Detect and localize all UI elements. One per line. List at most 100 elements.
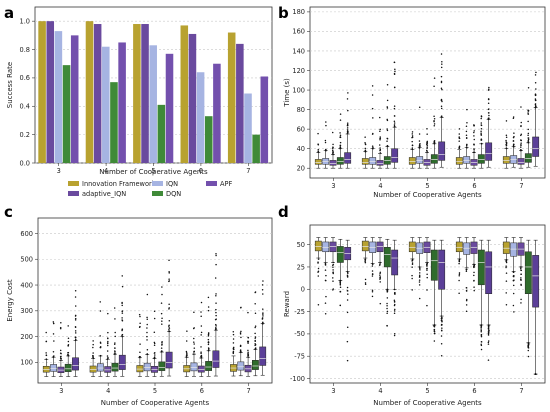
outlier-point [473, 148, 475, 150]
outlier-point [393, 299, 396, 301]
box [383, 84, 391, 169]
x-tick-label: 4 [104, 167, 108, 175]
legend: Innovation Framework adaptive_IQN IQN DQN AP… [68, 180, 232, 198]
outlier-point [364, 147, 367, 150]
outlier-point [139, 315, 141, 318]
box [524, 87, 532, 168]
outlier-point [535, 88, 537, 90]
outlier-point [67, 325, 69, 327]
outlier-point [346, 299, 349, 301]
outlier-point [520, 139, 522, 141]
outlier-point [393, 124, 396, 126]
box [369, 85, 377, 169]
outlier-point [379, 276, 381, 278]
outlier-point [232, 351, 235, 354]
outlier-point [473, 279, 475, 282]
x-tick-label: 5 [425, 182, 429, 190]
outlier-point [419, 267, 421, 270]
panel-d: d -100 -75 -50 -25 0 25 50 Reward Number of Coope… [278, 203, 546, 407]
panel-a: a 0.0 0.2 0.4 0.6 0.8 1.0 Success Rate Number of… [4, 4, 273, 198]
outlier-point [92, 343, 94, 346]
outlier-point [426, 150, 428, 152]
outlier-point [458, 133, 461, 135]
outlier-point [535, 71, 537, 74]
x-tick-label: 4 [378, 182, 382, 190]
outlier-point [364, 261, 367, 264]
outlier-point [505, 292, 507, 294]
outlier-point [480, 329, 482, 332]
outlier-point [153, 317, 156, 320]
box [259, 280, 267, 376]
outlier-point [520, 273, 522, 276]
outlier-point [45, 340, 48, 343]
outlier-point [426, 267, 428, 270]
outlier-point [527, 355, 530, 358]
box [502, 120, 510, 169]
outlier-point [378, 116, 381, 119]
x-tick-label: 3 [331, 182, 335, 190]
outlier-point [512, 145, 515, 148]
outlier-point [185, 356, 188, 358]
outlier-point [138, 326, 141, 328]
outlier-point [247, 340, 250, 343]
legend-entry: APF [220, 180, 232, 188]
box [383, 238, 391, 327]
outlier-point [426, 141, 428, 144]
outlier-point [214, 318, 217, 321]
outlier-point [520, 284, 522, 286]
box [532, 239, 540, 375]
outlier-point [192, 327, 195, 330]
outlier-point [364, 283, 367, 285]
outlier-point [465, 136, 468, 139]
outlier-point [393, 72, 396, 75]
outlier-point [418, 143, 421, 145]
outlier-point [433, 119, 435, 122]
bar [252, 134, 260, 163]
outlier-point [114, 342, 116, 344]
outlier-point [200, 356, 203, 359]
outlier-point [325, 295, 327, 298]
outlier-point [433, 340, 436, 342]
outlier-point [324, 313, 327, 315]
outlier-point [505, 259, 507, 261]
outlier-point [193, 343, 195, 345]
outlier-point [480, 333, 483, 336]
outlier-point [386, 128, 388, 130]
box [111, 307, 119, 377]
outlier-point [106, 342, 109, 345]
outlier-point [185, 351, 188, 354]
outlier-point [513, 279, 515, 281]
outlier-point [513, 311, 515, 313]
outlier-point [215, 329, 217, 331]
y-tick-label: 0.4 [20, 103, 31, 111]
box [96, 301, 104, 377]
y-tick-label: 0.0 [20, 159, 31, 167]
outlier-point [139, 343, 141, 345]
y-tick-label: 120 [292, 67, 305, 75]
outlier-point [113, 343, 116, 345]
outlier-point [324, 141, 327, 144]
outlier-point [394, 293, 396, 295]
outlier-point [394, 70, 396, 73]
outlier-point [247, 354, 250, 357]
outlier-point [411, 136, 414, 138]
y-tick-label: 25 [297, 263, 305, 271]
box [430, 77, 438, 169]
panel-c: c 100 200 300 400 500 600 Energy Cost Number of … [4, 203, 273, 407]
outlier-point [317, 132, 319, 135]
outlier-point [207, 296, 210, 299]
outlier-point [153, 342, 156, 345]
outlier-point [426, 147, 428, 149]
outlier-point [232, 342, 235, 344]
outlier-point [473, 138, 475, 141]
outlier-point [346, 311, 349, 314]
outlier-point [232, 350, 235, 353]
outlier-point [168, 325, 170, 327]
outlier-point [393, 120, 396, 122]
box [197, 301, 205, 377]
outlier-point [379, 261, 381, 264]
outlier-point [317, 267, 320, 270]
x-tick-label: 5 [425, 387, 429, 395]
outlier-point [393, 300, 396, 303]
outlier-point [99, 355, 102, 357]
